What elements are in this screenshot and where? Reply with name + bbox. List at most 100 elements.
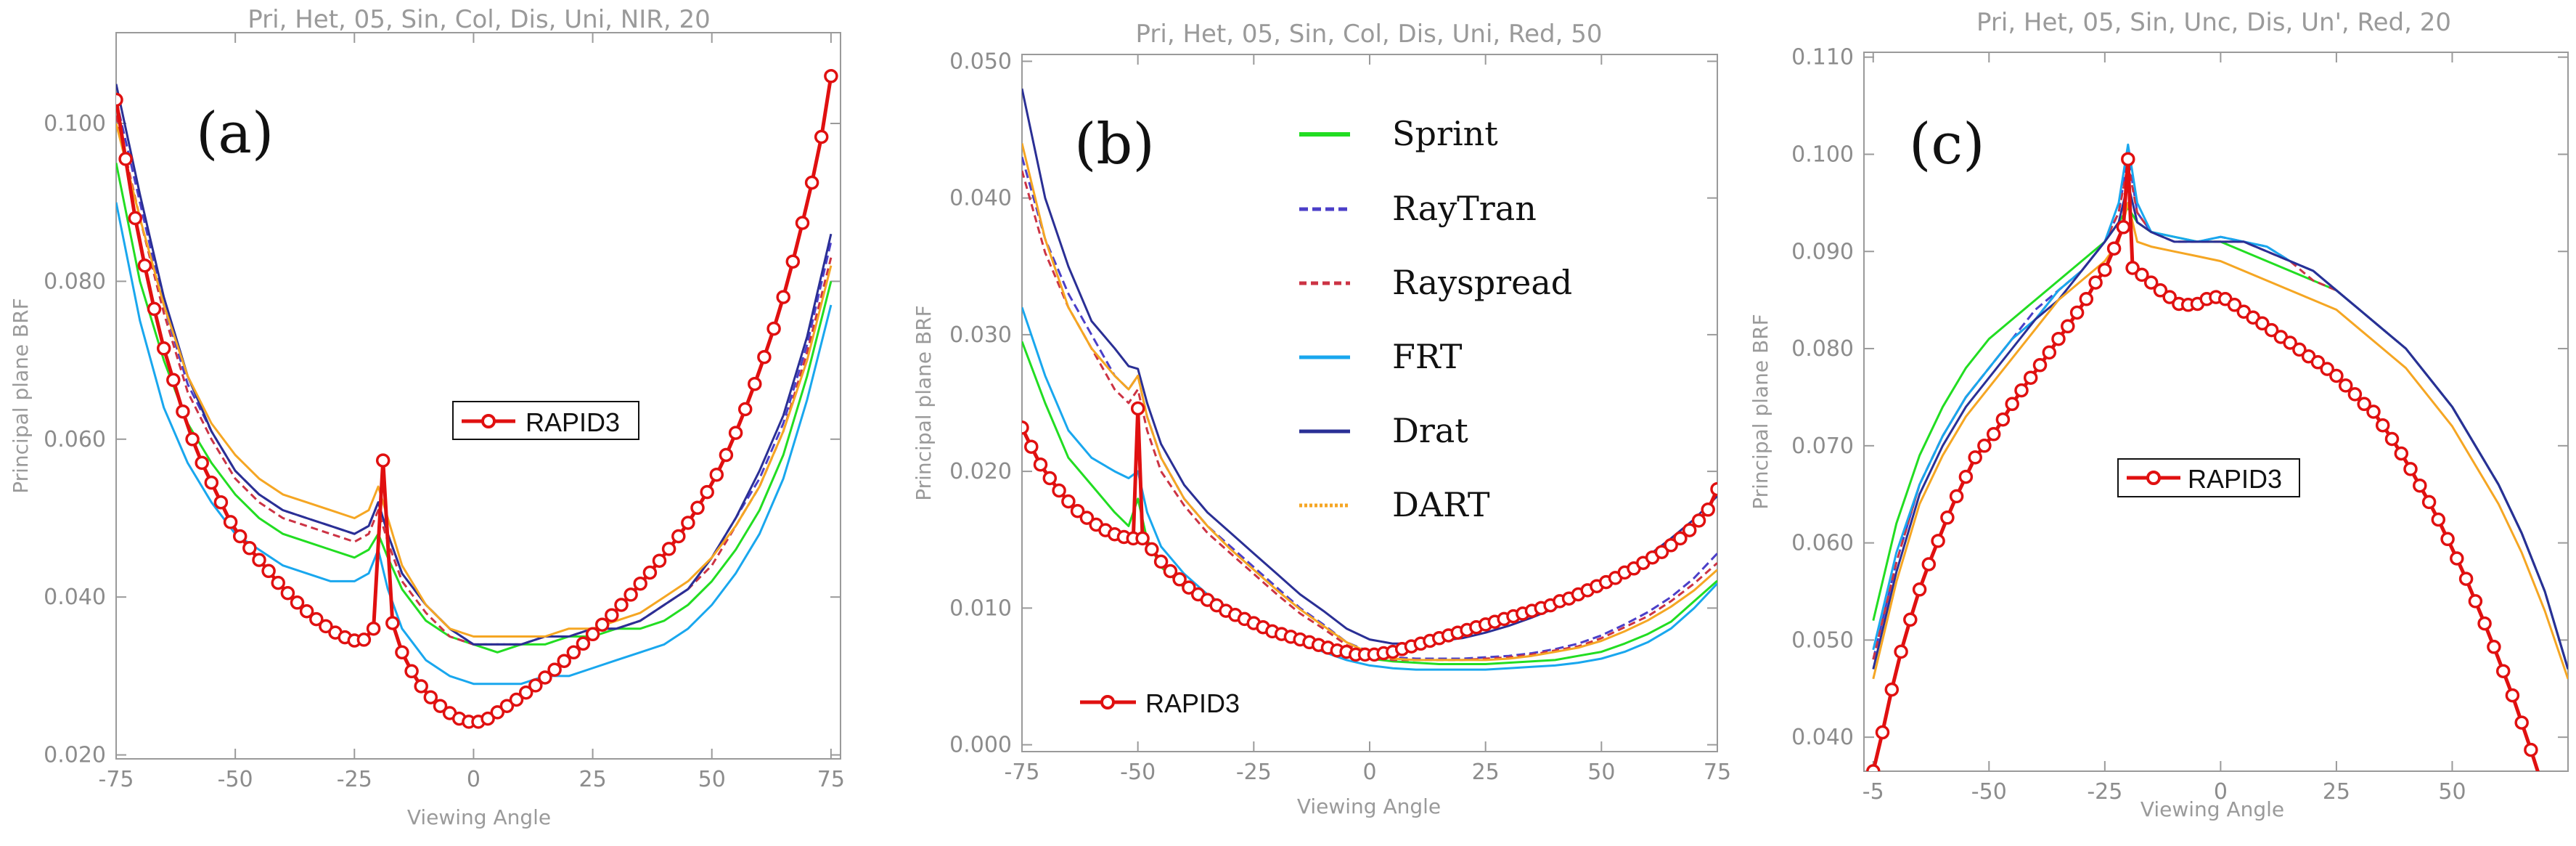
panel-c-rapid3-point xyxy=(2310,355,2326,370)
panel-a-rapid3-point xyxy=(185,432,200,447)
panel-c-xtick-label: -5 xyxy=(1863,779,1884,805)
panel-c-rapid3-point xyxy=(2468,594,2483,609)
panel-b-ytick-label: 0.030 xyxy=(949,322,1012,348)
panel-a-rapid3-point xyxy=(299,603,314,619)
panel-c-rapid3-point xyxy=(1866,764,1881,771)
panel-b-series xyxy=(1022,88,1717,671)
panel-a-rapid3-point xyxy=(395,645,409,660)
panel-a-rapid3-point xyxy=(776,290,790,304)
panel-c-rapid3-point xyxy=(2255,316,2270,331)
panel-c-rapid3-point xyxy=(1884,682,1900,697)
panel-c-rapid3-point xyxy=(2514,715,2529,730)
panel-b-rapid3-point xyxy=(1135,531,1150,546)
panel-c-rapid3-point xyxy=(2450,551,2464,566)
panel-c-rapid3-point xyxy=(2357,396,2371,412)
panel-a-ticks: -75 -50 -25 0 25 50 75 0.020 0.040 0.060 0.080 0.10… xyxy=(44,33,845,792)
panel-c-line-frt xyxy=(1872,143,2568,670)
panel-b-rapid3-point xyxy=(1701,503,1715,517)
panel-a-rapid3-point xyxy=(290,595,305,610)
panel-c-rapid3-point xyxy=(2394,446,2409,461)
panel-b-line-rayspread xyxy=(1022,170,1717,662)
panel-b-rapid3-point xyxy=(1691,513,1706,528)
panel-b-rapid-legend-marker xyxy=(1100,695,1115,709)
panel-a-rapid3-point xyxy=(232,529,248,544)
panel-a-rapid3-point xyxy=(118,152,133,166)
panel-b-xtick-label: 0 xyxy=(1362,760,1376,785)
panel-c-rapid3-point xyxy=(2544,803,2556,815)
panel-a-ytick-label: 0.060 xyxy=(44,427,106,452)
panel-a-rapid3-point xyxy=(271,575,285,590)
panel-a-line-raytran xyxy=(116,99,833,646)
panel-b-rapid3-point xyxy=(1024,439,1039,454)
panel-c-xlabel: Viewing Angle xyxy=(2140,797,2284,821)
panel-a-xtick-label: 50 xyxy=(698,767,726,792)
panel-a-rapid3-point xyxy=(681,516,695,530)
panel-a-rapid3-point xyxy=(605,608,619,622)
panel-c-ticks: -5 -50 -25 0 25 50 0.040 0.050 0.060 0.070 0.080 0.… xyxy=(1791,45,2569,805)
panel-c-ylabel: Principal plane BRF xyxy=(1749,314,1772,510)
panel-a-xlabel: Viewing Angle xyxy=(407,805,551,829)
panel-b-label: (b) xyxy=(1074,112,1155,177)
panel-b-ytick-label: 0.000 xyxy=(949,733,1012,758)
panel-c-rapid3-point xyxy=(2079,292,2094,306)
panel-c-rapid3-point xyxy=(2458,572,2474,586)
panel-c-rapid3-point xyxy=(2153,283,2168,298)
panel-c-rapid3-point xyxy=(2088,275,2103,290)
panel-c-ytick-label: 0.050 xyxy=(1791,627,1854,653)
panel-a-xtick-label: 0 xyxy=(467,767,481,792)
panel-c-line-raytran xyxy=(1872,153,2568,670)
panel-a-rapid3-point xyxy=(748,376,762,391)
panel-b-rapid3-point xyxy=(1079,511,1095,525)
panel-c-rapid3-point xyxy=(1958,469,1974,484)
panel-b-rapid3-point xyxy=(1033,457,1048,472)
panel-a-xtick-label: -50 xyxy=(218,767,253,792)
panel-a-rapid3-point xyxy=(566,645,581,660)
panel-a: Pri, Het, 05, Sin, Col, Dis, Uni, NIR, 2… xyxy=(9,5,845,829)
panel-c-line-dart xyxy=(1872,201,2568,680)
panel-a-rapid3-point xyxy=(737,402,753,417)
panel-b-rapid3-point xyxy=(1153,554,1169,569)
panel-b-line-frt xyxy=(1022,306,1717,671)
panel-c-xtick-label: 50 xyxy=(2438,779,2466,805)
legend-label-rayspread: Rayspread xyxy=(1392,263,1572,302)
panel-b-rapid3-point xyxy=(1673,531,1688,546)
panel-a-rapid-legend: RAPID3 xyxy=(452,401,639,440)
panel-c-rapid3-point xyxy=(2283,335,2297,350)
panel-a-rapid3-point xyxy=(661,542,676,556)
panel-a-rapid3-point xyxy=(633,576,647,591)
panel-c-rapid3-point xyxy=(2535,773,2546,785)
panel-a-rapid3-point xyxy=(137,258,152,273)
panel-c-rapid3-point xyxy=(2135,267,2149,282)
panel-a-rapid3-point xyxy=(261,564,276,579)
panel-b-ytick-label: 0.040 xyxy=(949,186,1012,211)
panel-a-rapid3-point xyxy=(128,211,143,226)
panel-b-line-dart xyxy=(1022,143,1717,662)
panel-b-rapid3-point xyxy=(1130,401,1145,416)
panel-b-ytick-label: 0.010 xyxy=(949,595,1012,621)
panel-a-rapid3-point xyxy=(757,349,772,365)
panel-a-rapid3-point xyxy=(594,617,610,632)
panel-b-xtick-label: -25 xyxy=(1236,760,1272,785)
panel-b-xtick-label: 75 xyxy=(1704,760,1731,785)
panel-a-rapid3-point xyxy=(375,453,391,468)
panel-c-rapid3-point xyxy=(2014,383,2029,398)
panel-a-rapid3-point xyxy=(709,467,724,482)
panel-b-ylabel: Principal plane BRF xyxy=(912,305,936,501)
panel-a-title: Pri, Het, 05, Sin, Col, Dis, Uni, NIR, 2… xyxy=(248,5,710,34)
panel-c-rapid3-point xyxy=(2487,640,2501,654)
panel-c-rapid3-point xyxy=(1977,439,1992,453)
panel-c-rapid3-point xyxy=(1903,612,1918,627)
panel-a-rapid3-point xyxy=(585,627,600,642)
panel-b-rapid-legend: RAPID3 xyxy=(1080,688,1240,718)
panel-a-rapid3-point xyxy=(252,553,266,567)
panel-b-xtick-label: 50 xyxy=(1587,760,1615,785)
panel-a-xtick-label: 25 xyxy=(578,767,606,792)
panel-a-rapid3-point xyxy=(499,699,515,713)
panel-b-rapid3-point xyxy=(1042,471,1058,486)
panel-c-rapid3-point xyxy=(2505,688,2520,703)
panel-c-ytick-label: 0.080 xyxy=(1791,336,1854,362)
panel-c-rapid3-point xyxy=(2553,837,2564,846)
panel-b-rapid3-point xyxy=(1022,420,1029,435)
panel-c-line-drat xyxy=(1872,182,2568,670)
